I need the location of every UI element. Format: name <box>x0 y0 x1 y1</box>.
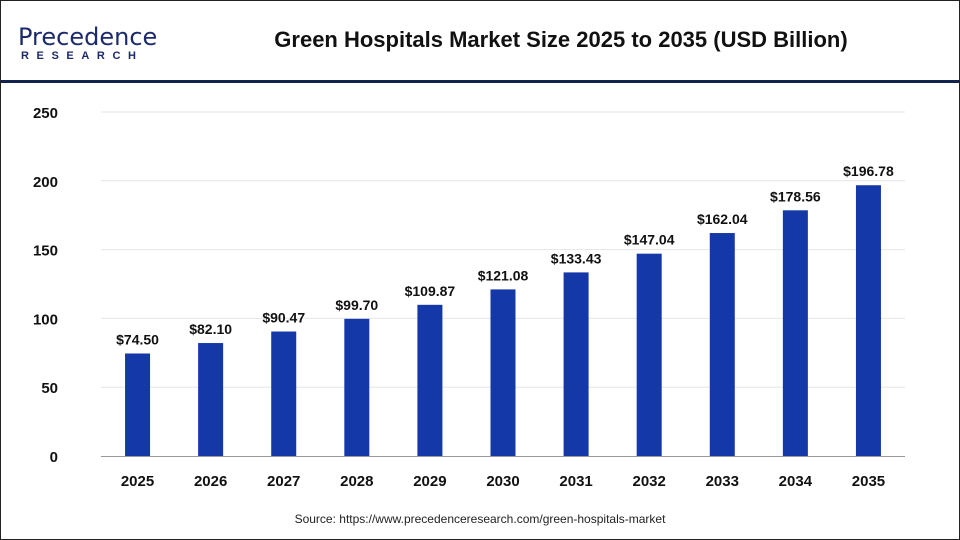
x-tick-label: 2035 <box>852 473 885 490</box>
data-label-2030: $121.08 <box>478 267 529 283</box>
bar-2030 <box>490 289 516 456</box>
bar-2034 <box>782 210 808 456</box>
x-tick-label: 2034 <box>779 473 813 490</box>
source-note: Source: https://www.precedenceresearch.c… <box>294 512 666 526</box>
chart-title: Green Hospitals Market Size 2025 to 2035… <box>274 27 848 52</box>
x-tick-label: 2032 <box>632 473 665 490</box>
data-label-2035: $196.78 <box>843 163 894 179</box>
x-tick-label: 2030 <box>486 473 519 490</box>
logo-sub-text: RESEARCH <box>21 50 144 62</box>
bar-chart: 0 50 100 150 200 250 $74.50 2025 $82.10 2026 $90.4… <box>33 105 905 490</box>
y-tick-label: 50 <box>41 380 58 397</box>
data-label-2026: $82.10 <box>189 321 232 337</box>
data-label-2027: $90.47 <box>262 310 305 326</box>
bar-2035 <box>855 185 881 456</box>
bar-2033 <box>709 233 735 456</box>
logo-main-text: Precedence <box>18 23 158 51</box>
x-tick-label: 2028 <box>340 473 373 490</box>
x-tick-label: 2025 <box>121 473 154 490</box>
data-label-2034: $178.56 <box>770 188 821 204</box>
bar-2028 <box>344 318 370 456</box>
bar-2031 <box>563 272 589 456</box>
y-tick-label: 100 <box>33 311 58 328</box>
bar-2032 <box>636 253 662 456</box>
y-tick-label: 150 <box>33 243 58 260</box>
x-tick-label: 2026 <box>194 473 227 490</box>
x-tick-label: 2027 <box>267 473 300 490</box>
data-label-2028: $99.70 <box>335 297 378 313</box>
bar-2029 <box>417 304 443 456</box>
y-tick-label: 200 <box>33 174 58 191</box>
data-label-2025: $74.50 <box>116 331 159 347</box>
data-label-2033: $162.04 <box>697 211 748 227</box>
y-tick-label: 250 <box>33 105 58 122</box>
x-tick-label: 2031 <box>559 473 592 490</box>
bar-2026 <box>198 343 224 456</box>
header-divider <box>1 80 959 83</box>
x-tick-label: 2029 <box>413 473 446 490</box>
x-tick-label: 2033 <box>706 473 739 490</box>
data-label-2029: $109.87 <box>405 283 456 299</box>
data-label-2031: $133.43 <box>551 250 602 266</box>
data-label-2032: $147.04 <box>624 232 675 248</box>
bar-2027 <box>271 331 297 456</box>
bar-2025 <box>125 353 151 456</box>
y-tick-label: 0 <box>50 449 58 466</box>
precedence-research-logo: Precedence RESEARCH <box>18 23 158 63</box>
